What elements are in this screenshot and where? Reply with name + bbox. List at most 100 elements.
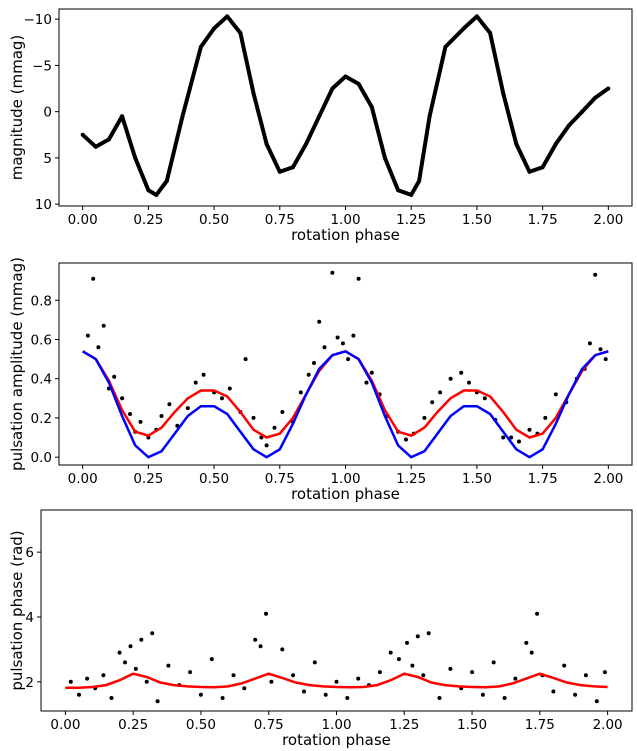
y-axis-label: pulsation phase (rad) bbox=[8, 530, 26, 690]
data-point bbox=[524, 640, 529, 645]
data-point bbox=[128, 412, 132, 416]
series-line-2 bbox=[82, 349, 609, 439]
data-point bbox=[356, 676, 361, 681]
y-tick-label: 10 bbox=[35, 197, 52, 213]
data-point bbox=[117, 650, 122, 655]
data-point bbox=[553, 142, 558, 146]
chart-panel-2: 0.00 0.25 0.50 0.75 1.00 1.25 1.50 1.75 2.00 0.0 0… bbox=[8, 257, 633, 503]
data-point bbox=[330, 86, 335, 91]
data-point bbox=[514, 142, 519, 146]
data-point bbox=[258, 644, 263, 649]
data-point bbox=[551, 689, 556, 694]
data-point bbox=[85, 676, 90, 681]
y-tick-label: −5 bbox=[32, 58, 52, 74]
x-tick-label: 1.25 bbox=[396, 212, 426, 228]
data-point bbox=[243, 357, 248, 362]
x-tick-label: 1.00 bbox=[321, 717, 351, 733]
data-point bbox=[144, 679, 149, 684]
data-point bbox=[587, 341, 592, 346]
data-point bbox=[180, 114, 185, 119]
data-point bbox=[482, 396, 487, 401]
data-point bbox=[242, 686, 247, 691]
x-tick-label: 0.75 bbox=[254, 717, 284, 733]
y-tick-label: 0.6 bbox=[31, 332, 52, 348]
data-point bbox=[335, 335, 340, 340]
x-tick-label: 0.75 bbox=[265, 212, 295, 228]
y-tick-label: 4 bbox=[25, 610, 34, 626]
data-point bbox=[280, 410, 285, 414]
data-point bbox=[272, 425, 277, 430]
data-point bbox=[448, 376, 453, 381]
data-point bbox=[227, 386, 232, 391]
data-point bbox=[501, 91, 506, 96]
data-point bbox=[167, 402, 172, 407]
data-point bbox=[109, 696, 114, 700]
data-point bbox=[474, 14, 479, 19]
data-point bbox=[298, 390, 303, 395]
data-point bbox=[290, 165, 295, 170]
data-point bbox=[345, 696, 350, 700]
data-point bbox=[501, 435, 506, 440]
data-point bbox=[422, 415, 427, 420]
data-point bbox=[405, 640, 409, 645]
x-tick-label: 0.50 bbox=[186, 717, 216, 733]
data-point bbox=[253, 637, 258, 642]
data-point bbox=[322, 345, 327, 350]
data-point bbox=[220, 396, 224, 401]
data-point bbox=[340, 341, 345, 346]
x-tick-label: 0.50 bbox=[199, 212, 229, 228]
data-point bbox=[382, 155, 387, 160]
data-point bbox=[502, 696, 507, 700]
data-point bbox=[343, 74, 348, 79]
y-tick-label: 0.8 bbox=[31, 293, 52, 309]
data-point bbox=[540, 165, 545, 170]
data-point bbox=[112, 374, 117, 379]
data-point bbox=[598, 347, 603, 352]
x-tick-label: 0.00 bbox=[68, 471, 98, 487]
data-point bbox=[209, 657, 214, 662]
x-axis-label: rotation phase bbox=[282, 731, 391, 749]
data-point bbox=[198, 692, 203, 697]
x-tick-label: 1.25 bbox=[389, 717, 419, 733]
data-point bbox=[317, 114, 322, 119]
data-point bbox=[415, 634, 420, 639]
data-point bbox=[269, 679, 274, 684]
data-point bbox=[404, 437, 408, 442]
data-point bbox=[426, 631, 431, 636]
data-point bbox=[388, 650, 393, 655]
data-point bbox=[259, 435, 264, 440]
data-point bbox=[566, 123, 571, 128]
data-point bbox=[264, 611, 268, 616]
data-point bbox=[159, 414, 164, 418]
chart-panel-3: 0.00 0.25 0.50 0.75 1.00 1.25 1.50 1.75 2.00 2 4 6 r… bbox=[8, 509, 633, 749]
data-point bbox=[312, 660, 317, 665]
y-tick-label: 0.4 bbox=[31, 372, 52, 388]
data-point bbox=[277, 169, 282, 174]
series-line-2 bbox=[65, 672, 608, 689]
y-tick-label: 0.2 bbox=[31, 411, 52, 427]
data-point bbox=[312, 361, 316, 365]
data-point bbox=[225, 14, 230, 19]
data-point bbox=[491, 660, 496, 665]
x-tick-label: 1.75 bbox=[528, 471, 558, 487]
data-point bbox=[77, 692, 81, 697]
light-curve-line bbox=[81, 14, 610, 197]
data-point bbox=[302, 689, 306, 694]
data-point bbox=[238, 31, 243, 35]
data-point bbox=[356, 81, 361, 86]
data-point bbox=[421, 673, 426, 678]
chart-panel-1: 0.00 0.25 0.50 0.75 1.00 1.25 1.50 1.75 2.00 −10 −… bbox=[8, 8, 633, 244]
data-point bbox=[120, 396, 125, 401]
data-point bbox=[467, 380, 471, 385]
data-point bbox=[334, 679, 339, 684]
data-point bbox=[346, 357, 351, 362]
data-point bbox=[356, 276, 361, 281]
data-point bbox=[68, 679, 73, 684]
x-tick-label: 2.00 bbox=[593, 471, 623, 487]
data-point bbox=[164, 179, 169, 183]
data-point bbox=[212, 26, 217, 31]
x-axis-label: rotation phase bbox=[291, 485, 400, 503]
data-point bbox=[396, 188, 401, 193]
data-point bbox=[553, 392, 558, 397]
